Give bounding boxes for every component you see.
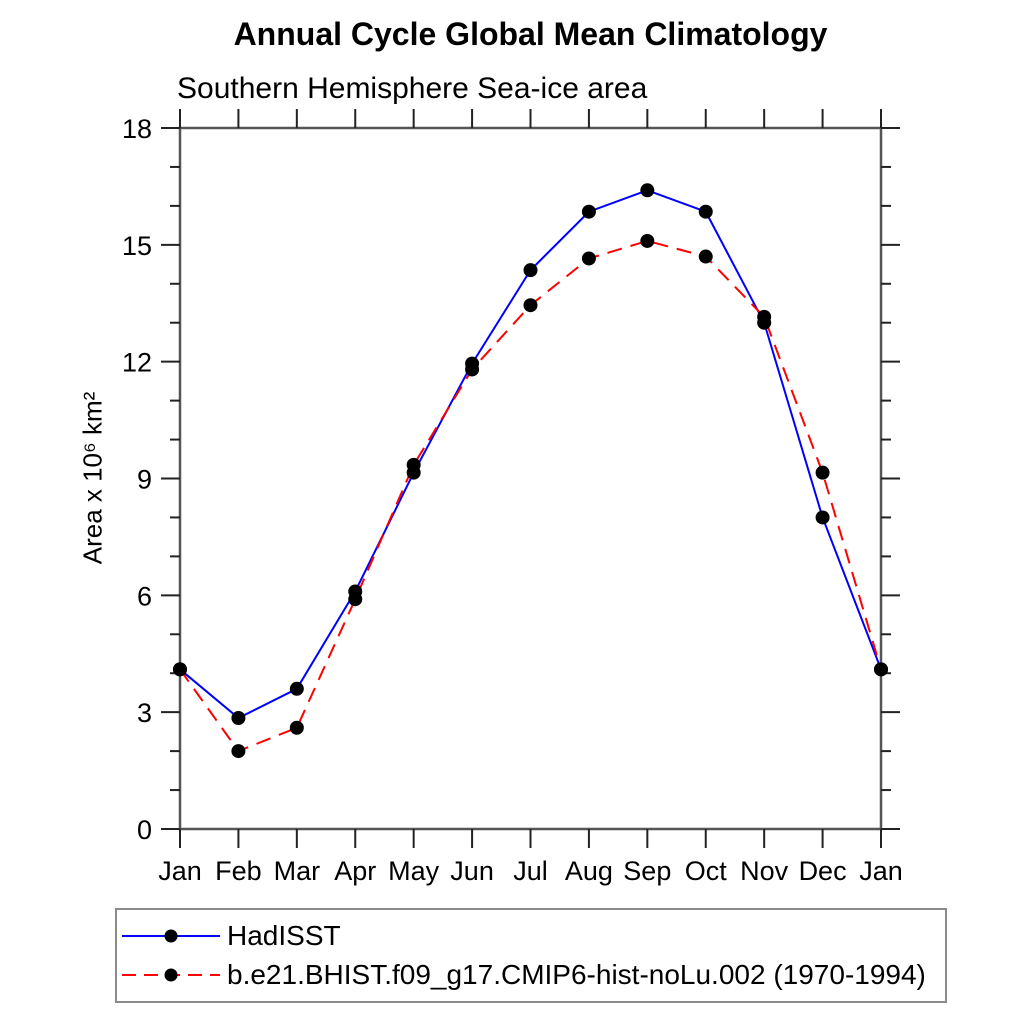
x-tick-label: Apr	[334, 856, 376, 886]
y-tick-label: 15	[122, 231, 152, 261]
data-point	[815, 510, 830, 525]
x-tick-label: Mar	[274, 856, 321, 886]
legend-label-hadisst: HadISST	[227, 919, 341, 951]
y-tick-label: 18	[122, 114, 152, 144]
x-tick-label: Jan	[859, 856, 903, 886]
plot-frame	[178, 126, 883, 831]
data-point	[406, 457, 421, 472]
data-point	[698, 204, 713, 219]
x-tick-label: Aug	[565, 856, 613, 886]
series-line-1	[179, 239, 882, 753]
data-point	[640, 183, 655, 198]
data-point	[231, 744, 246, 759]
legend-label-model: b.e21.BHIST.f09_g17.CMIP6-hist-noLu.002 …	[227, 959, 926, 991]
x-tick-label: Sep	[623, 856, 671, 886]
data-point	[815, 465, 830, 480]
data-point	[581, 204, 596, 219]
y-tick-label: 3	[137, 698, 152, 728]
legend-item-model: b.e21.BHIST.f09_g17.CMIP6-hist-noLu.002 …	[120, 961, 945, 989]
data-point	[231, 711, 246, 726]
hadisst-line-sample-icon	[122, 929, 220, 943]
data-point	[523, 263, 538, 278]
y-tick-label: 0	[137, 815, 152, 845]
data-point	[289, 681, 304, 696]
x-tick-label: Nov	[740, 856, 789, 886]
x-tick-label: Feb	[215, 856, 262, 886]
x-tick-label: Dec	[799, 856, 847, 886]
data-point	[289, 720, 304, 735]
data-point	[348, 592, 363, 607]
data-point	[757, 309, 772, 324]
x-tick-label: Jun	[450, 856, 494, 886]
x-tick-label: Jan	[158, 856, 202, 886]
chart-subtitle: Southern Hemisphere Sea-ice area	[177, 72, 648, 105]
chart-title: Annual Cycle Global Mean Climatology	[233, 16, 828, 52]
y-tick-label: 6	[137, 581, 152, 611]
legend-item-hadisst: HadISST	[120, 919, 945, 951]
x-tick-label: Jul	[513, 856, 548, 886]
y-tick-label: 12	[122, 348, 152, 378]
data-point	[874, 662, 888, 677]
data-point	[698, 249, 713, 264]
y-tick-label: 9	[137, 465, 152, 495]
model-line-sample-icon	[122, 968, 220, 982]
x-tick-label: Oct	[685, 856, 728, 886]
x-tick-label: May	[388, 856, 440, 886]
data-point	[523, 298, 538, 313]
data-point	[581, 251, 596, 266]
data-point	[173, 662, 187, 677]
data-point	[640, 233, 655, 248]
legend: HadISST b.e21.BHIST.f09_g17.CMIP6-hist-n…	[115, 908, 947, 1003]
data-point	[465, 362, 480, 377]
